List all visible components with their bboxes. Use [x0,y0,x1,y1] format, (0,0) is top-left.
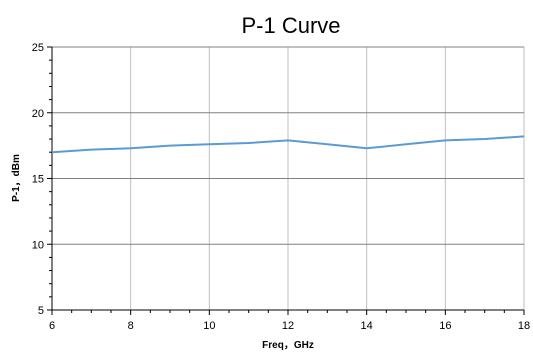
x-tick-label: 12 [282,320,294,332]
y-tick-label: 5 [38,305,44,317]
series-layer [51,135,525,154]
x-tick-label: 10 [203,320,215,332]
y-axis-label: P-1，dBm [11,154,22,202]
chart-title: P-1 Curve [241,13,340,38]
y-tick-label: 20 [32,108,44,120]
x-tick-label: 16 [439,320,451,332]
x-tick-label: 8 [128,320,134,332]
tick-labels: 6 8 10 12 14 16 18 5 10 15 20 25 [32,42,530,332]
y-tick-label: 10 [32,239,44,251]
y-tick-label: 25 [32,42,44,54]
y-tick-label: 15 [32,174,44,186]
x-tick-label: 14 [361,320,373,332]
x-tick-label: 6 [49,320,55,332]
x-tick-label: 18 [518,320,530,332]
axes [47,46,525,315]
x-axis-label: Freq，GHz [262,340,314,351]
series-line [51,135,525,154]
grid [51,46,525,311]
